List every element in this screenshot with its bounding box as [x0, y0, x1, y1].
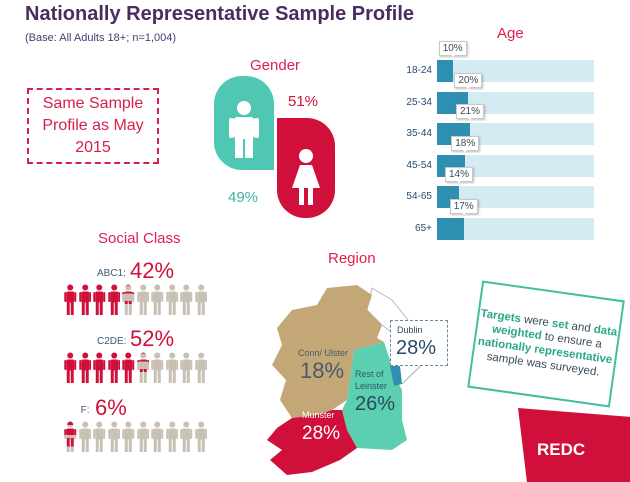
age-label: 54-65: [406, 191, 432, 203]
msg-part: and: [567, 320, 595, 336]
age-label: 35-44: [406, 128, 432, 140]
social-class-label: ABC1:: [97, 268, 126, 279]
person-icon: [64, 352, 77, 383]
social-class-label: C2DE:: [97, 336, 127, 347]
age-value-label: 14%: [444, 167, 473, 184]
social-class-title: Social Class: [98, 230, 181, 247]
region-dublin: [390, 366, 402, 386]
munster-label: Munster: [302, 410, 335, 420]
same-sample-note: Same Sample Profile as May 2015: [27, 88, 159, 164]
female-card: [277, 118, 335, 218]
age-bar: [437, 218, 464, 240]
person-icon: [165, 352, 178, 383]
person-icon: [165, 284, 178, 315]
person-icon: [107, 421, 120, 452]
person-icon: [122, 421, 135, 452]
person-icon: [64, 421, 77, 452]
page-title: Nationally Representative Sample Profile: [25, 3, 415, 25]
person-icon: [78, 352, 91, 383]
person-icon: [107, 284, 120, 315]
person-icon: [136, 421, 149, 452]
age-bar-track: [437, 154, 594, 177]
dublin-callout: Dublin 28%: [390, 320, 448, 366]
redc-logo: [518, 408, 630, 482]
person-icon: [78, 421, 91, 452]
person-icon: [64, 284, 77, 315]
age-label: 45-54: [406, 159, 432, 171]
redc-logo-text: REDC: [537, 440, 586, 459]
male-card: [214, 76, 274, 170]
person-icon: [151, 421, 164, 452]
gender-title: Gender: [250, 57, 301, 74]
person-icon: [151, 352, 164, 383]
dublin-pct: 28%: [396, 337, 437, 359]
male-percentage: 49%: [228, 189, 259, 206]
person-icon: [93, 421, 106, 452]
people-row: [64, 284, 207, 316]
age-label: 25-34: [406, 96, 432, 108]
social-class-label: F:: [80, 405, 90, 416]
region-conn-ulster: [272, 285, 384, 418]
conn-ulster-pct: 18%: [300, 358, 345, 383]
person-icon: [194, 421, 207, 452]
age-title: Age: [497, 25, 524, 42]
conn-ulster-label: Conn/ Ulster: [298, 348, 349, 358]
female-icon: [292, 149, 320, 205]
munster-pct: 28%: [302, 423, 341, 444]
person-icon: [151, 284, 164, 315]
person-icon: [122, 352, 135, 383]
people-row: [64, 352, 207, 384]
person-icon: [107, 352, 120, 383]
person-icon: [180, 352, 193, 383]
note-line: Profile as May: [42, 117, 144, 134]
person-icon: [78, 284, 91, 315]
person-icon: [180, 421, 193, 452]
age-bar: [437, 60, 453, 82]
dublin-label: Dublin: [397, 325, 423, 335]
person-icon: [165, 421, 178, 452]
person-icon: [93, 352, 106, 383]
person-icon: [194, 284, 207, 315]
age-label: 65+: [415, 223, 432, 234]
note-line: Same Sample: [42, 95, 144, 112]
person-icon: [93, 284, 106, 315]
region-title: Region: [328, 250, 376, 267]
person-icon: [136, 352, 149, 383]
age-value-label: 17%: [449, 199, 478, 215]
person-icon: [122, 284, 135, 315]
msg-part: Targets: [479, 307, 522, 326]
female-percentage: 51%: [288, 93, 319, 110]
weighting-note: Targets were set and data weighted to en…: [467, 280, 625, 408]
rest-of-leinster-pct: 26%: [355, 393, 396, 415]
base-note: (Base: All Adults 18+; n=1,004): [25, 32, 177, 44]
region-munster: [267, 410, 357, 475]
people-row: [64, 421, 207, 453]
age-value-label: 21%: [455, 104, 484, 121]
age-value-label: 10%: [438, 41, 467, 57]
rest-of-leinster-label: Rest of Leinster: [355, 369, 388, 391]
age-label: 18-24: [406, 65, 432, 76]
person-icon: [136, 284, 149, 315]
msg-part: set: [551, 317, 570, 332]
male-icon: [229, 101, 259, 158]
ireland-map: [267, 285, 422, 475]
person-icon: [194, 352, 207, 383]
age-value-label: 20%: [454, 72, 483, 89]
person-icon: [180, 284, 193, 315]
age-bar-track: [437, 218, 594, 240]
note-line: 2015: [75, 139, 111, 156]
social-class-pct: 52%: [130, 326, 175, 351]
age-value-label: 18%: [451, 135, 480, 152]
social-class-pct: 6%: [95, 395, 127, 420]
social-class-pct: 42%: [130, 258, 175, 283]
